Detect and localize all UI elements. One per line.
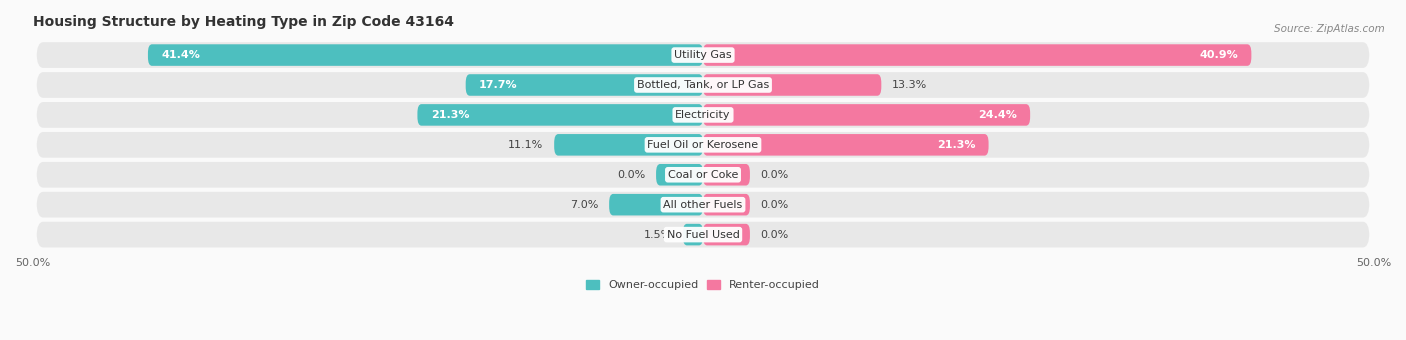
FancyBboxPatch shape <box>148 44 703 66</box>
Text: Utility Gas: Utility Gas <box>675 50 731 60</box>
Text: 24.4%: 24.4% <box>977 110 1017 120</box>
Text: 0.0%: 0.0% <box>761 230 789 240</box>
Text: All other Fuels: All other Fuels <box>664 200 742 210</box>
Text: Fuel Oil or Kerosene: Fuel Oil or Kerosene <box>647 140 759 150</box>
FancyBboxPatch shape <box>703 44 1251 66</box>
FancyBboxPatch shape <box>37 132 1369 158</box>
Text: 0.0%: 0.0% <box>761 170 789 180</box>
Text: Electricity: Electricity <box>675 110 731 120</box>
FancyBboxPatch shape <box>609 194 703 216</box>
Text: 11.1%: 11.1% <box>508 140 544 150</box>
FancyBboxPatch shape <box>37 72 1369 98</box>
FancyBboxPatch shape <box>703 164 749 186</box>
Text: Coal or Coke: Coal or Coke <box>668 170 738 180</box>
Text: 40.9%: 40.9% <box>1199 50 1237 60</box>
Text: 17.7%: 17.7% <box>479 80 517 90</box>
Text: 0.0%: 0.0% <box>761 200 789 210</box>
Text: 1.5%: 1.5% <box>644 230 672 240</box>
Text: No Fuel Used: No Fuel Used <box>666 230 740 240</box>
FancyBboxPatch shape <box>37 42 1369 68</box>
Text: Housing Structure by Heating Type in Zip Code 43164: Housing Structure by Heating Type in Zip… <box>32 15 454 29</box>
Legend: Owner-occupied, Renter-occupied: Owner-occupied, Renter-occupied <box>581 275 825 294</box>
FancyBboxPatch shape <box>657 164 703 186</box>
Text: 0.0%: 0.0% <box>617 170 645 180</box>
Text: Bottled, Tank, or LP Gas: Bottled, Tank, or LP Gas <box>637 80 769 90</box>
Text: 21.3%: 21.3% <box>430 110 470 120</box>
FancyBboxPatch shape <box>683 224 703 245</box>
FancyBboxPatch shape <box>703 104 1031 126</box>
FancyBboxPatch shape <box>37 162 1369 188</box>
FancyBboxPatch shape <box>703 224 749 245</box>
Text: Source: ZipAtlas.com: Source: ZipAtlas.com <box>1274 24 1385 34</box>
FancyBboxPatch shape <box>703 134 988 156</box>
Text: 7.0%: 7.0% <box>569 200 599 210</box>
FancyBboxPatch shape <box>703 194 749 216</box>
Text: 41.4%: 41.4% <box>162 50 200 60</box>
FancyBboxPatch shape <box>37 192 1369 218</box>
FancyBboxPatch shape <box>554 134 703 156</box>
Text: 13.3%: 13.3% <box>891 80 928 90</box>
Text: 21.3%: 21.3% <box>936 140 976 150</box>
FancyBboxPatch shape <box>418 104 703 126</box>
FancyBboxPatch shape <box>37 102 1369 128</box>
FancyBboxPatch shape <box>703 74 882 96</box>
FancyBboxPatch shape <box>37 222 1369 248</box>
FancyBboxPatch shape <box>465 74 703 96</box>
